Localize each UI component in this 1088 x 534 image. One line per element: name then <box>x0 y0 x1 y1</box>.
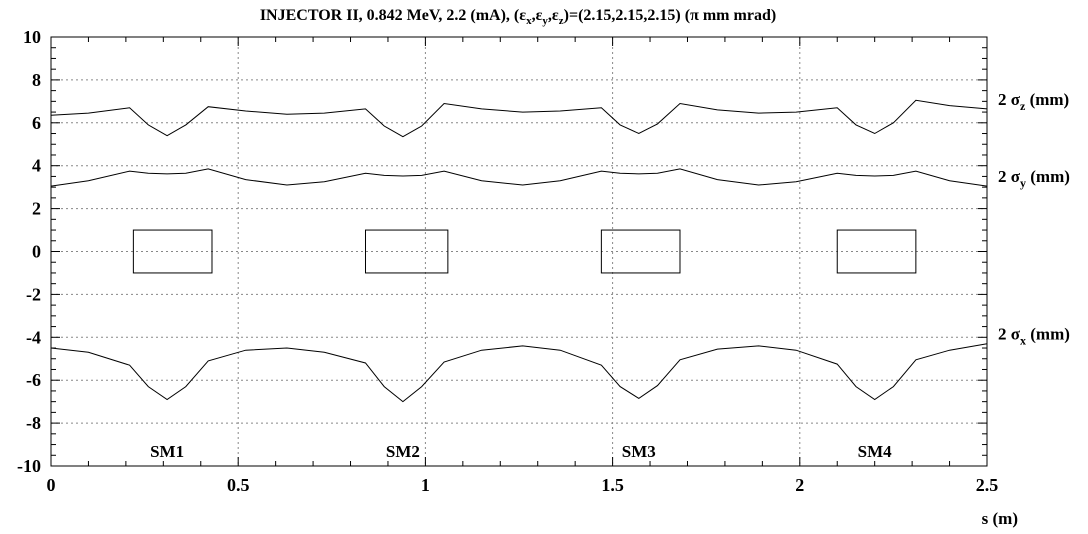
magnet-label: SM4 <box>858 442 893 461</box>
y-tick-label: 4 <box>32 156 41 176</box>
x-tick-labels: 0 0.5 1 1.5 2 2.5 <box>47 475 999 495</box>
magnet-box <box>836 229 917 274</box>
x-tick-label: 2 <box>795 475 804 495</box>
magnet-label: SM2 <box>386 442 420 461</box>
x-tick-label: 0.5 <box>227 475 250 495</box>
y-tick-label: 8 <box>32 70 41 90</box>
series-line <box>50 99 988 138</box>
y-tick-label: -4 <box>26 327 41 347</box>
magnet-labels: SM1 SM2 SM3 SM4 <box>150 442 892 461</box>
axis-ticks <box>50 36 988 467</box>
x-tick-label: 1.5 <box>601 475 624 495</box>
series-label: 2 σy (mm) <box>998 167 1070 190</box>
x-axis-label: s (m) <box>982 509 1018 528</box>
magnet-label: SM1 <box>150 442 184 461</box>
magnet-box <box>600 229 681 274</box>
series-label: 2 σz (mm) <box>998 90 1069 113</box>
x-tick-label: 0 <box>47 475 56 495</box>
chart-title: INJECTOR II, 0.842 MeV, 2.2 (mA), (εx,εy… <box>260 7 776 27</box>
y-tick-label: 0 <box>32 242 41 262</box>
y-tick-labels: -10 -8 -6 -4 -2 0 2 4 6 8 10 <box>17 27 41 476</box>
magnet-boxes <box>132 229 917 274</box>
x-tick-label: 1 <box>421 475 430 495</box>
magnet-box <box>364 229 449 274</box>
series-label: 2 σx (mm) <box>998 325 1070 348</box>
y-tick-label: 10 <box>23 27 41 47</box>
magnet-box <box>132 229 213 274</box>
y-tick-label: -6 <box>26 370 41 390</box>
grid-lines <box>51 37 987 466</box>
y-tick-label: 6 <box>32 113 41 133</box>
y-tick-label: -2 <box>26 284 41 304</box>
series-curves <box>50 99 988 403</box>
y-tick-label: 2 <box>32 199 41 219</box>
x-tick-label: 2.5 <box>976 475 999 495</box>
series-labels: 2 σz (mm) 2 σy (mm) 2 σx (mm) <box>998 90 1070 348</box>
y-tick-label: -10 <box>17 456 41 476</box>
series-line <box>50 168 988 187</box>
series-line <box>50 343 988 403</box>
y-tick-label: -8 <box>26 413 41 433</box>
magnet-label: SM3 <box>622 442 656 461</box>
